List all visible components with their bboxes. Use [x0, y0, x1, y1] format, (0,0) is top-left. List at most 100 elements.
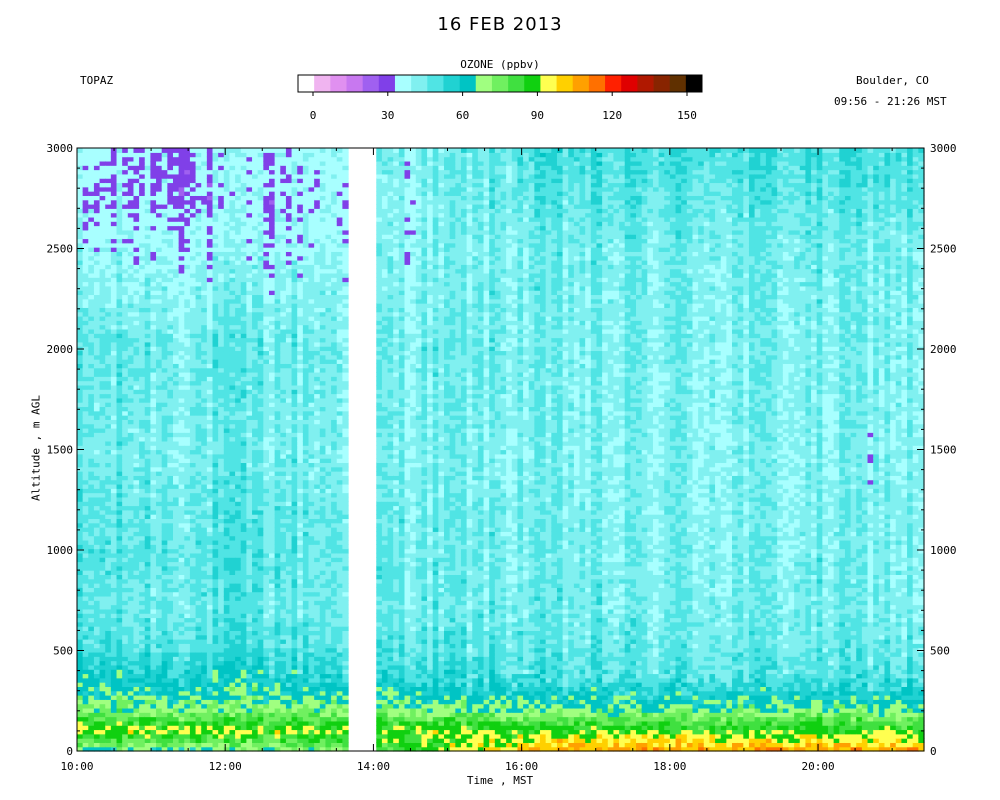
- heatmap-cell: [139, 432, 145, 437]
- heatmap-cell: [83, 152, 89, 157]
- heatmap-cell: [111, 721, 117, 726]
- heatmap-cell: [105, 557, 111, 562]
- heatmap-cell: [145, 648, 151, 653]
- heatmap-cell: [77, 299, 83, 304]
- heatmap-cell: [88, 148, 94, 153]
- heatmap-cell: [150, 294, 156, 299]
- heatmap-cell: [145, 691, 151, 696]
- heatmap-cell: [117, 725, 123, 730]
- heatmap-cell: [94, 182, 100, 187]
- heatmap-cell: [128, 398, 134, 403]
- heatmap-cell: [111, 415, 117, 420]
- heatmap-cell: [94, 704, 100, 709]
- heatmap-cell: [88, 381, 94, 386]
- colorbar-swatch: [460, 75, 476, 92]
- heatmap-cell: [145, 234, 151, 239]
- heatmap-cell: [117, 717, 123, 722]
- heatmap-cell: [133, 544, 139, 549]
- heatmap-cell: [83, 600, 89, 605]
- heatmap-cell: [100, 574, 106, 579]
- heatmap-cell: [145, 643, 151, 648]
- heatmap-cell: [117, 437, 123, 442]
- heatmap-cell: [122, 661, 128, 666]
- heatmap-cell: [117, 738, 123, 743]
- heatmap-cell: [100, 501, 106, 506]
- heatmap-cell: [100, 488, 106, 493]
- heatmap-cell: [83, 437, 89, 442]
- heatmap-cell: [117, 742, 123, 747]
- heatmap-cell: [133, 639, 139, 644]
- heatmap-cell: [88, 454, 94, 459]
- colorbar-swatch: [314, 75, 330, 92]
- heatmap-cell: [94, 157, 100, 162]
- heatmap-cell: [133, 557, 139, 562]
- heatmap-cell: [111, 260, 117, 265]
- heatmap-cell: [150, 325, 156, 330]
- heatmap-cell: [111, 536, 117, 541]
- heatmap-cell: [83, 691, 89, 696]
- heatmap-cell: [111, 368, 117, 373]
- heatmap-cell: [133, 566, 139, 571]
- heatmap-cell: [122, 488, 128, 493]
- heatmap-cell: [122, 514, 128, 519]
- heatmap-cell: [88, 419, 94, 424]
- heatmap-cell: [111, 424, 117, 429]
- heatmap-cell: [94, 437, 100, 442]
- heatmap-cell: [133, 574, 139, 579]
- heatmap-cell: [77, 208, 83, 213]
- heatmap-cell: [77, 484, 83, 489]
- heatmap-cell: [128, 178, 134, 183]
- heatmap-cell: [122, 312, 128, 317]
- heatmap-cell: [88, 251, 94, 256]
- heatmap-cell: [111, 437, 117, 442]
- heatmap-cell: [145, 406, 151, 411]
- heatmap-cell: [139, 290, 145, 295]
- heatmap-cell: [77, 725, 83, 730]
- heatmap-cell: [139, 686, 145, 691]
- heatmap-cell: [105, 699, 111, 704]
- heatmap-cell: [145, 411, 151, 416]
- heatmap-cell: [111, 708, 117, 713]
- heatmap-cell: [150, 424, 156, 429]
- heatmap-cell: [117, 161, 123, 166]
- heatmap-cell: [77, 217, 83, 222]
- heatmap-cell: [100, 596, 106, 601]
- heatmap-cell: [150, 540, 156, 545]
- heatmap-cell: [88, 540, 94, 545]
- heatmap-cell: [111, 600, 117, 605]
- heatmap-cell: [100, 346, 106, 351]
- heatmap-cell: [105, 381, 111, 386]
- heatmap-cell: [128, 238, 134, 243]
- heatmap-cell: [122, 729, 128, 734]
- heatmap-cell: [77, 471, 83, 476]
- heatmap-cell: [128, 226, 134, 231]
- heatmap-cell: [105, 398, 111, 403]
- heatmap-cell: [111, 643, 117, 648]
- heatmap-cell: [94, 329, 100, 334]
- heatmap-cell: [139, 234, 145, 239]
- heatmap-cell: [139, 342, 145, 347]
- heatmap-cell: [88, 510, 94, 515]
- heatmap-cell: [100, 708, 106, 713]
- heatmap-cell: [111, 592, 117, 597]
- heatmap-cell: [117, 329, 123, 334]
- heatmap-cell: [128, 742, 134, 747]
- heatmap-cell: [122, 566, 128, 571]
- heatmap-cell: [117, 471, 123, 476]
- heatmap-cell: [139, 665, 145, 670]
- heatmap-cell: [128, 303, 134, 308]
- heatmap-cell: [83, 221, 89, 226]
- heatmap-cell: [150, 738, 156, 743]
- colorbar-swatch: [670, 75, 686, 92]
- heatmap-cell: [122, 682, 128, 687]
- heatmap-cell: [94, 497, 100, 502]
- heatmap-cell: [150, 355, 156, 360]
- heatmap-cell: [105, 540, 111, 545]
- heatmap-cell: [117, 557, 123, 562]
- heatmap-cell: [128, 329, 134, 334]
- heatmap-cell: [150, 678, 156, 683]
- heatmap-cell: [150, 639, 156, 644]
- heatmap-cell: [83, 204, 89, 209]
- heatmap-cell: [77, 234, 83, 239]
- heatmap-cell: [139, 217, 145, 222]
